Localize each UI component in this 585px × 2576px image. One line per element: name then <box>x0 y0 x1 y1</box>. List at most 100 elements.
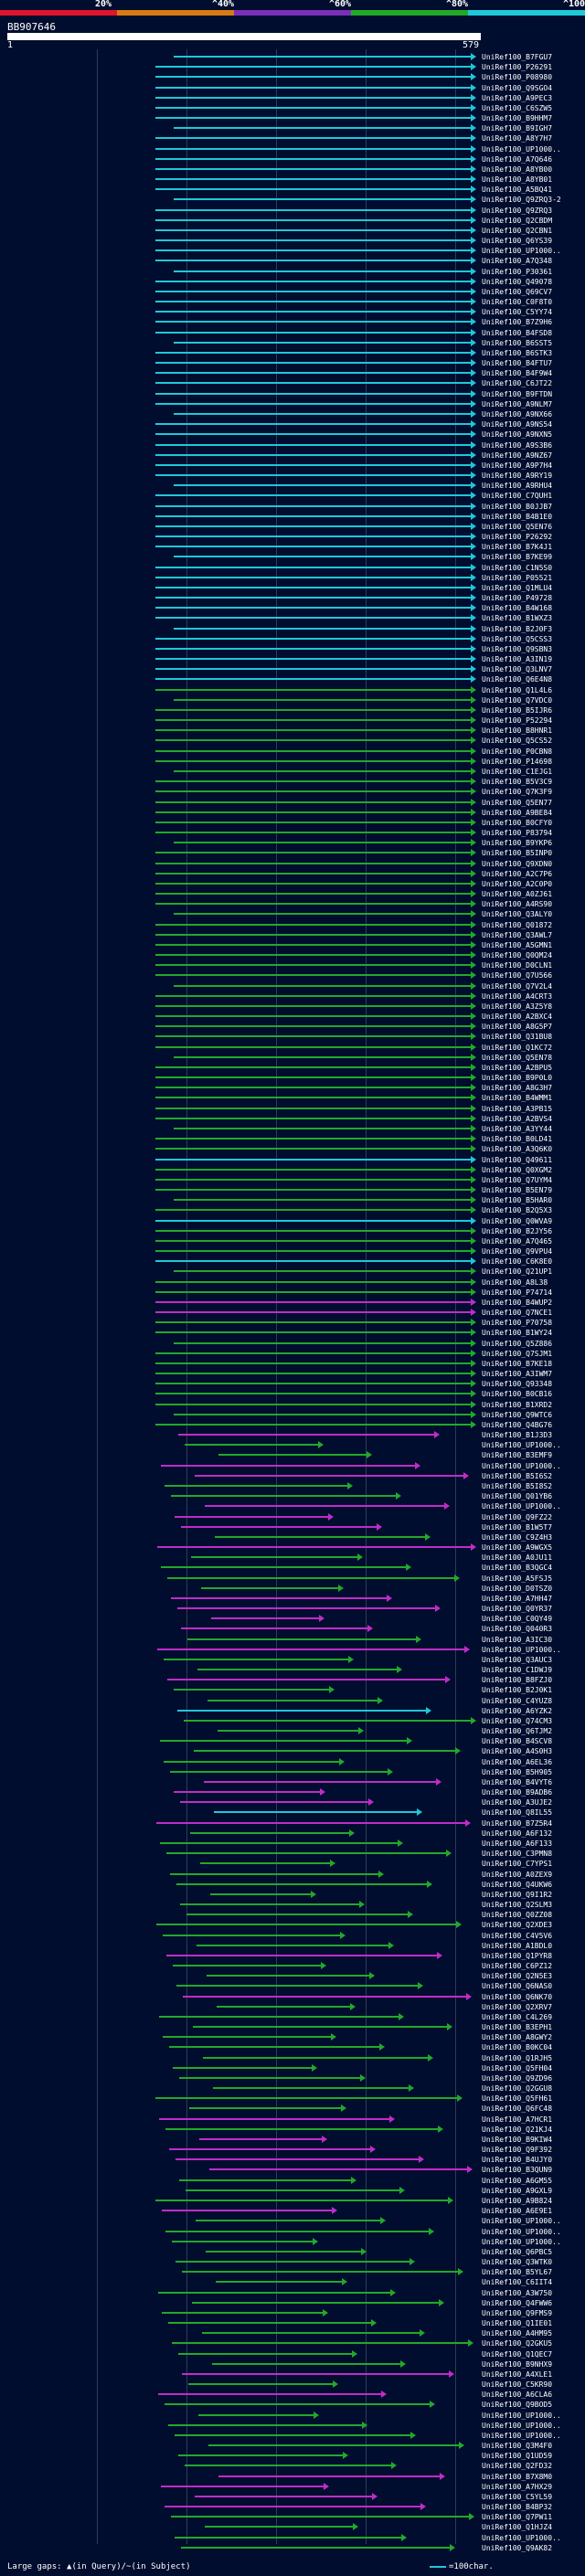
hit-label[interactable]: UniRef100_Q6TJM2 <box>482 1727 553 1736</box>
hit-alignment-bar[interactable] <box>155 974 471 977</box>
hit-alignment-bar[interactable] <box>174 341 471 344</box>
hit-label[interactable]: UniRef100_B4WUP2 <box>482 1298 553 1307</box>
hit-label[interactable]: UniRef100_C5YY74 <box>482 308 553 317</box>
hit-label[interactable]: UniRef100_Q4UKW6 <box>482 1880 553 1889</box>
hit-label[interactable]: UniRef100_A5GMN1 <box>482 940 553 949</box>
hit-label[interactable]: UniRef100_Q01872 <box>482 920 553 929</box>
hit-label[interactable]: UniRef100_Q5CS52 <box>482 737 553 746</box>
hit-label[interactable]: UniRef100_C7QUH1 <box>482 492 553 501</box>
hit-alignment-bar[interactable] <box>175 2536 401 2539</box>
hit-label[interactable]: UniRef100_P26291 <box>482 63 553 72</box>
hit-label[interactable]: UniRef100_A2C0P0 <box>482 879 553 888</box>
hit-alignment-bar[interactable] <box>155 1107 471 1109</box>
hit-label[interactable]: UniRef100_UP1000.. <box>482 2431 561 2440</box>
hit-alignment-bar[interactable] <box>172 2240 313 2242</box>
hit-label[interactable]: UniRef100_Q2GKU5 <box>482 2339 553 2348</box>
hit-alignment-bar[interactable] <box>155 1239 471 1242</box>
hit-alignment-bar[interactable] <box>197 1669 397 1671</box>
hit-alignment-bar[interactable] <box>174 556 471 558</box>
hit-label[interactable]: UniRef100_B2JY56 <box>482 1226 553 1235</box>
hit-label[interactable]: UniRef100_UP1000.. <box>482 1502 561 1511</box>
hit-label[interactable]: UniRef100_B2J0K1 <box>482 1686 553 1695</box>
hit-label[interactable]: UniRef100_A9WGX5 <box>482 1543 553 1553</box>
hit-alignment-bar[interactable] <box>193 2026 447 2029</box>
hit-label[interactable]: UniRef100_B4W168 <box>482 604 553 613</box>
hit-label[interactable]: UniRef100_Q9I1R2 <box>482 1890 553 1899</box>
hit-label[interactable]: UniRef100_A2BPU5 <box>482 1063 553 1072</box>
hit-label[interactable]: UniRef100_Q6E4N8 <box>482 675 553 684</box>
hit-label[interactable]: UniRef100_A4HM95 <box>482 2329 553 2338</box>
hit-label[interactable]: UniRef100_D0TSZ0 <box>482 1584 553 1593</box>
hit-alignment-bar[interactable] <box>165 1485 347 1487</box>
hit-label[interactable]: UniRef100_C0F8T0 <box>482 298 553 307</box>
hit-label[interactable]: UniRef100_UP1000.. <box>482 2217 561 2226</box>
hit-alignment-bar[interactable] <box>155 719 471 722</box>
hit-label[interactable]: UniRef100_C6IIT4 <box>482 2278 553 2287</box>
hit-alignment-bar[interactable] <box>167 1576 454 1579</box>
hit-label[interactable]: UniRef100_A6CLA6 <box>482 2390 553 2400</box>
hit-alignment-bar[interactable] <box>174 270 471 272</box>
hit-alignment-bar[interactable] <box>155 1250 471 1253</box>
hit-alignment-bar[interactable] <box>155 1065 471 1068</box>
hit-label[interactable]: UniRef100_C5KR90 <box>482 2380 553 2390</box>
hit-label[interactable]: UniRef100_A9NXN5 <box>482 430 553 440</box>
hit-alignment-bar[interactable] <box>177 1607 435 1610</box>
hit-alignment-bar[interactable] <box>214 1811 417 1814</box>
hit-alignment-bar[interactable] <box>155 832 471 834</box>
hit-alignment-bar[interactable] <box>155 86 471 89</box>
hit-label[interactable]: UniRef100_Q6YS39 <box>482 237 553 246</box>
hit-alignment-bar[interactable] <box>212 2362 400 2365</box>
hit-alignment-bar[interactable] <box>186 1913 408 1916</box>
hit-alignment-bar[interactable] <box>155 862 471 864</box>
hit-alignment-bar[interactable] <box>210 1892 311 1895</box>
hit-label[interactable]: UniRef100_UP1000.. <box>482 2533 561 2542</box>
hit-label[interactable]: UniRef100_Q9AK82 <box>482 2543 553 2552</box>
hit-label[interactable]: UniRef100_Q7V2L4 <box>482 981 553 991</box>
hit-alignment-bar[interactable] <box>215 1535 425 1538</box>
hit-alignment-bar[interactable] <box>174 1791 320 1794</box>
hit-alignment-bar[interactable] <box>155 811 471 813</box>
hit-alignment-bar[interactable] <box>177 1709 426 1712</box>
hit-label[interactable]: UniRef100_A6F133 <box>482 1839 553 1848</box>
hit-label[interactable]: UniRef100_B7KE99 <box>482 553 553 562</box>
hit-alignment-bar[interactable] <box>155 249 471 252</box>
hit-alignment-bar[interactable] <box>155 954 471 957</box>
hit-alignment-bar[interactable] <box>155 1138 471 1140</box>
hit-alignment-bar[interactable] <box>204 1780 436 1783</box>
hit-alignment-bar[interactable] <box>155 331 471 334</box>
hit-label[interactable]: UniRef100_Q2CBN1 <box>482 226 553 235</box>
hit-label[interactable]: UniRef100_Q5FH04 <box>482 2063 553 2072</box>
hit-alignment-bar[interactable] <box>155 800 471 803</box>
hit-alignment-bar[interactable] <box>202 2332 420 2335</box>
hit-alignment-bar[interactable] <box>173 1965 321 1967</box>
hit-alignment-bar[interactable] <box>165 2230 429 2232</box>
hit-alignment-bar[interactable] <box>169 2046 379 2049</box>
hit-alignment-bar[interactable] <box>155 239 471 242</box>
hit-label[interactable]: UniRef100_A6GM55 <box>482 2176 553 2185</box>
hit-alignment-bar[interactable] <box>174 698 471 701</box>
hit-alignment-bar[interactable] <box>187 1638 416 1640</box>
hit-label[interactable]: UniRef100_Q9ZRQ3 <box>482 206 553 215</box>
hit-alignment-bar[interactable] <box>155 188 471 191</box>
hit-label[interactable]: UniRef100_Q6NK70 <box>482 1992 553 2001</box>
hit-alignment-bar[interactable] <box>155 821 471 823</box>
hit-label[interactable]: UniRef100_Q7NCE1 <box>482 1309 553 1318</box>
hit-alignment-bar[interactable] <box>218 1454 367 1457</box>
hit-alignment-bar[interactable] <box>190 1831 349 1834</box>
hit-label[interactable]: UniRef100_Q9FMS9 <box>482 2308 553 2317</box>
hit-alignment-bar[interactable] <box>174 842 471 844</box>
hit-alignment-bar[interactable] <box>155 1331 471 1334</box>
hit-alignment-bar[interactable] <box>155 362 471 365</box>
hit-alignment-bar[interactable] <box>155 228 471 231</box>
hit-label[interactable]: UniRef100_C5YL59 <box>482 2492 553 2501</box>
hit-alignment-bar[interactable] <box>155 76 471 79</box>
hit-label[interactable]: UniRef100_C6SZW5 <box>482 103 553 112</box>
hit-alignment-bar[interactable] <box>155 658 471 661</box>
hit-alignment-bar[interactable] <box>174 413 471 415</box>
hit-label[interactable]: UniRef100_B1J3D3 <box>482 1431 553 1440</box>
hit-label[interactable]: UniRef100_B7FGU7 <box>482 53 553 61</box>
hit-alignment-bar[interactable] <box>155 1393 471 1395</box>
hit-label[interactable]: UniRef100_Q2FD32 <box>482 2462 553 2471</box>
hit-label[interactable]: UniRef100_A9S3B6 <box>482 440 553 450</box>
hit-label[interactable]: UniRef100_B7KE18 <box>482 1359 553 1368</box>
